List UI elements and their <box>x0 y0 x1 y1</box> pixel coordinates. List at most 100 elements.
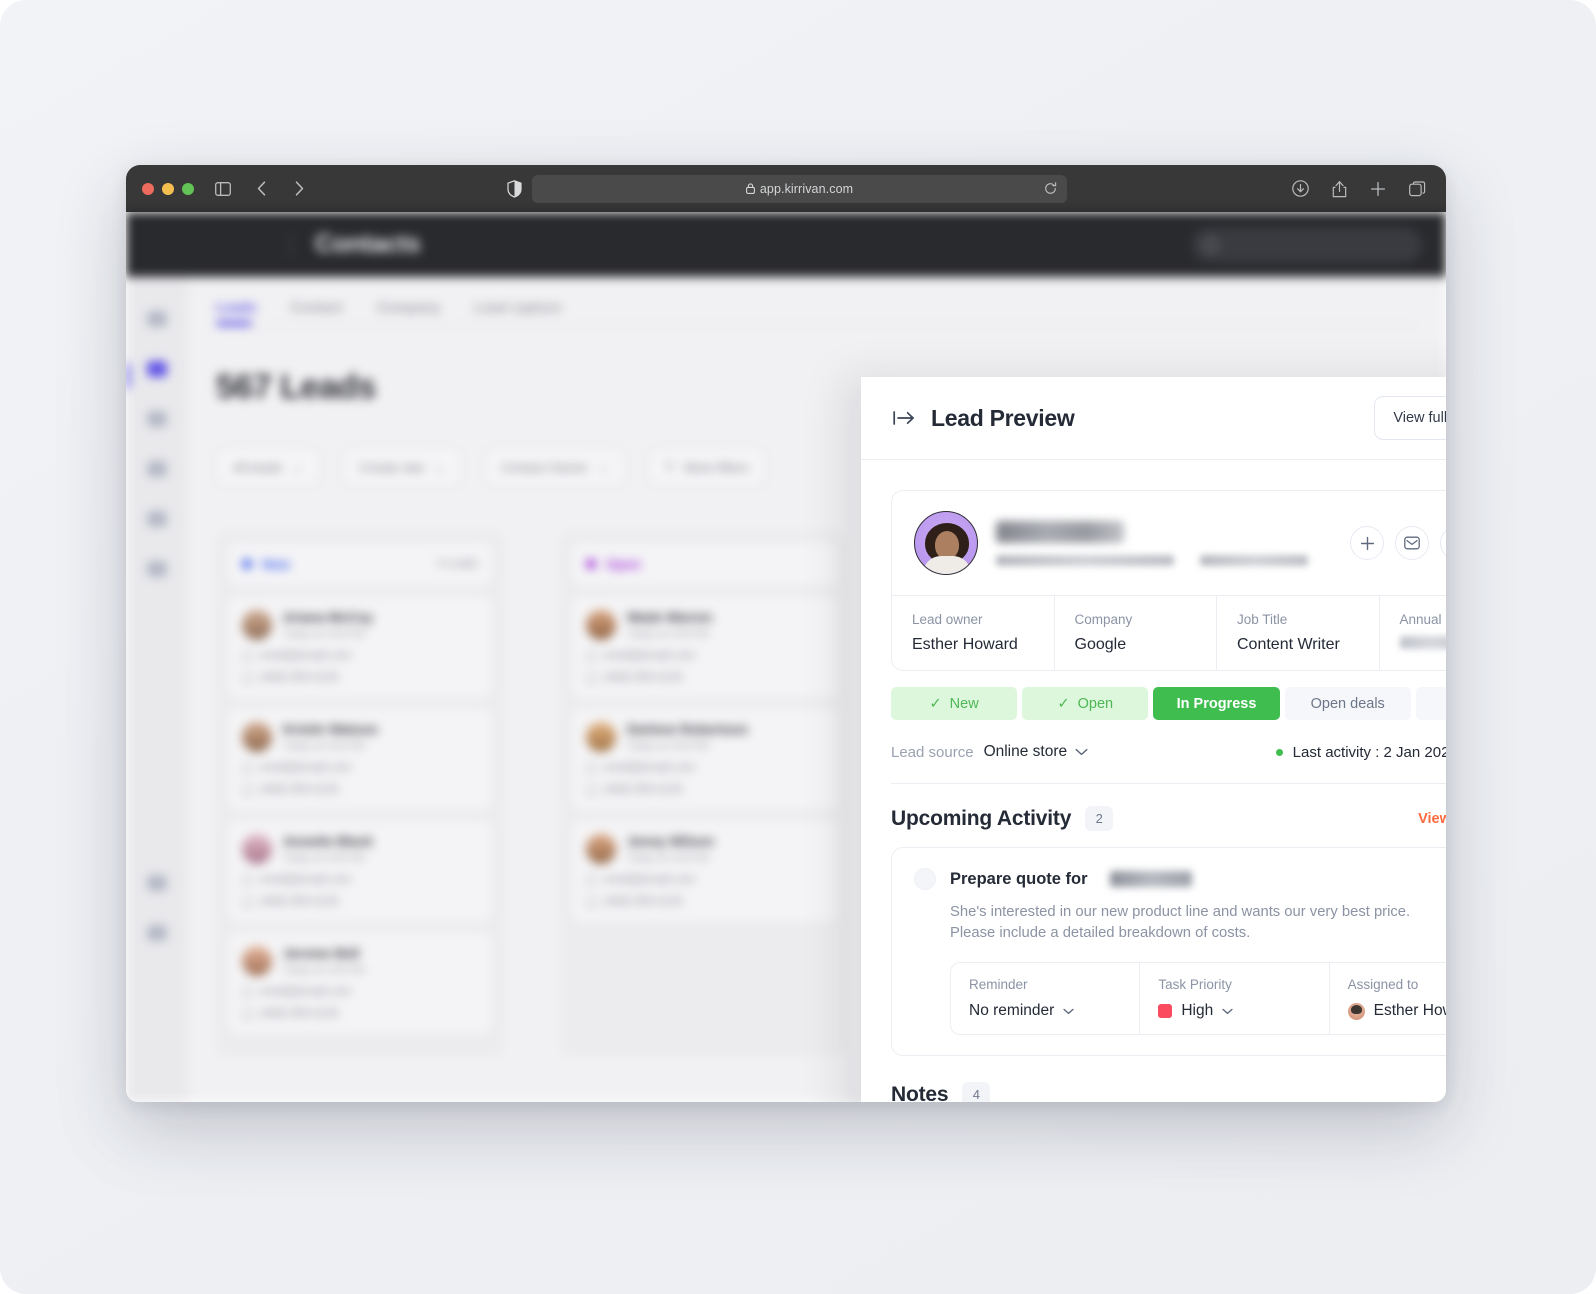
app-topbar: Contacts <box>126 212 1446 277</box>
filter-create-rate[interactable]: Create rate ⌄ <box>342 447 462 487</box>
meta-label: Task Priority <box>1158 977 1232 992</box>
tab-contact[interactable]: Contact <box>290 299 343 315</box>
forward-arrow-icon[interactable] <box>288 178 310 200</box>
lead-card-top: Ariana McCoy Today at 4:00 PM <box>242 610 478 640</box>
phone-icon <box>586 784 597 796</box>
lead-phone-text: (406) 555-0120 <box>260 784 339 796</box>
task-checkbox[interactable] <box>914 868 936 890</box>
task-assignee: Assigned to Esther Howard <box>1330 963 1446 1034</box>
reminder-value: No reminder <box>969 1002 1055 1019</box>
last-activity-text: Last activity : 2 Jan 2020 at 10:00 AM <box>1292 743 1446 761</box>
tab-lead-capture[interactable]: Lead capture <box>474 299 562 315</box>
stage-label: New <box>949 695 979 712</box>
sidebar-item-contacts[interactable] <box>147 361 167 377</box>
stage-new[interactable]: ✓ New <box>891 687 1018 720</box>
lead-email-text: email@email.com <box>604 650 696 662</box>
meta-value-wrap[interactable]: No reminder <box>969 1002 1121 1020</box>
sidebar-item-files[interactable] <box>147 561 167 577</box>
maximize-window-button[interactable] <box>182 182 194 195</box>
mail-icon <box>586 874 597 886</box>
lead-card[interactable]: Kristin Watson Today at 4:00 PM email@em… <box>228 709 492 809</box>
phone-icon[interactable] <box>1440 526 1446 560</box>
meta-value-wrap[interactable]: High <box>1158 1002 1310 1020</box>
stage-in-progress[interactable]: In Progress <box>1153 687 1280 720</box>
plus-icon[interactable] <box>1367 178 1389 200</box>
stage-open[interactable]: ✓ Open <box>1022 687 1149 720</box>
shield-icon[interactable] <box>507 179 522 198</box>
column-label: Open <box>606 556 641 572</box>
lead-name: Jerome Bell <box>283 946 360 961</box>
phone-icon <box>242 784 253 796</box>
window-controls[interactable] <box>142 182 194 195</box>
lead-card[interactable]: Jenny Wilson Today at 4:00 PM email@emai… <box>572 821 836 921</box>
address-bar[interactable]: app.kirrivan.com <box>532 174 1067 203</box>
lead-phone-text: (406) 555-0120 <box>260 672 339 684</box>
sidebar-active-marker <box>126 363 130 389</box>
field-label: Lead owner <box>912 612 983 627</box>
lead-preview-panel: Lead Preview View full details <box>861 377 1446 1102</box>
stage-open-deals[interactable]: Open deals <box>1284 687 1411 720</box>
close-window-button[interactable] <box>142 182 154 195</box>
share-icon[interactable] <box>1328 178 1350 200</box>
chevron-down-icon: ⌄ <box>292 459 304 474</box>
status-dot <box>1275 748 1283 756</box>
lead-card[interactable]: Ariana McCoy Today at 4:00 PM email@emai… <box>228 597 492 697</box>
download-icon[interactable] <box>1289 178 1311 200</box>
add-icon[interactable] <box>1350 526 1384 560</box>
chevron-down-icon[interactable] <box>1075 748 1088 756</box>
back-arrow-icon[interactable] <box>250 178 272 200</box>
search-icon <box>1204 237 1218 252</box>
stage-label: Open deals <box>1310 695 1385 712</box>
minimize-window-button[interactable] <box>162 182 174 195</box>
sidebar-item-deals[interactable] <box>147 411 167 427</box>
lead-card[interactable]: Wade Warren Today at 4:00 PM email@email… <box>572 597 836 697</box>
tab-overview-icon[interactable] <box>1406 178 1428 200</box>
lead-card[interactable]: Jerome Bell Today at 4:00 PM email@email… <box>228 933 492 1033</box>
app-search-input[interactable] <box>1192 227 1422 262</box>
lead-column-open: Open Wade Warren Today at 4:00 PM email@… <box>560 531 848 1057</box>
email-icon[interactable] <box>1395 526 1429 560</box>
filter-icon: ▽ <box>664 459 675 474</box>
view-full-details-button[interactable]: View full details <box>1374 396 1446 440</box>
lead-email-text: email@email.com <box>260 762 352 774</box>
sidebar-item-inbox[interactable] <box>147 461 167 477</box>
lead-phone: (406) 555-0120 <box>586 784 822 796</box>
lead-phone: (406) 555-0120 <box>586 896 822 908</box>
phone-icon <box>586 896 597 908</box>
lead-email-text: email@email.com <box>604 762 696 774</box>
reload-icon[interactable] <box>1044 182 1057 195</box>
mail-icon <box>242 762 253 774</box>
lead-phone: (406) 555-0120 <box>242 896 478 908</box>
sidebar-toggle-icon[interactable] <box>212 178 234 200</box>
app-tabs: Leads Contact Company Lead capture <box>216 299 1418 326</box>
lead-card[interactable]: Annette Black Today at 4:00 PM email@ema… <box>228 821 492 921</box>
filter-all-leads[interactable]: All leads ⌄ <box>216 447 321 487</box>
tab-leads[interactable]: Leads <box>216 299 257 315</box>
sidebar-item-reports[interactable] <box>147 511 167 527</box>
lead-source-value[interactable]: Online store <box>983 743 1068 760</box>
lead-identity <box>996 520 1350 566</box>
stage-closed[interactable]: Closed <box>1415 687 1446 720</box>
lead-email: email@email.com <box>586 874 822 886</box>
field-lead-owner: Lead owner Esther Howard <box>892 596 1055 670</box>
lead-stage-bar: ✓ New ✓ Open In Progress Open deals Clos <box>891 687 1446 720</box>
collapse-panel-icon[interactable] <box>893 410 915 426</box>
filter-more-filters[interactable]: ▽ More filters <box>647 447 766 487</box>
lead-action-buttons <box>1350 526 1446 560</box>
tab-company[interactable]: Company <box>376 299 441 315</box>
upcoming-activity-header: Upcoming Activity 2 View all activity <box>891 806 1446 831</box>
lead-fields: Lead owner Esther Howard Company Google … <box>892 595 1446 670</box>
meta-value-wrap[interactable]: Esther Howard <box>1347 1002 1446 1020</box>
filter-contact-owner[interactable]: Contact Owner ⌄ <box>484 447 626 487</box>
lead-source-row: Lead source Online store Last activity :… <box>891 743 1446 784</box>
sidebar-item-settings[interactable] <box>147 925 167 941</box>
view-all-activity-link[interactable]: View all activity <box>1418 811 1446 827</box>
avatar <box>242 610 272 640</box>
field-label: Company <box>1074 612 1133 627</box>
sidebar-item-help[interactable] <box>147 875 167 891</box>
sidebar-item-dashboard[interactable] <box>147 311 167 327</box>
field-value: Esther Howard <box>912 636 1018 653</box>
field-value: Google <box>1074 636 1127 653</box>
lead-card[interactable]: Darlene Robertson Today at 4:00 PM email… <box>572 709 836 809</box>
lead-card-top: Darlene Robertson Today at 4:00 PM <box>586 722 822 752</box>
